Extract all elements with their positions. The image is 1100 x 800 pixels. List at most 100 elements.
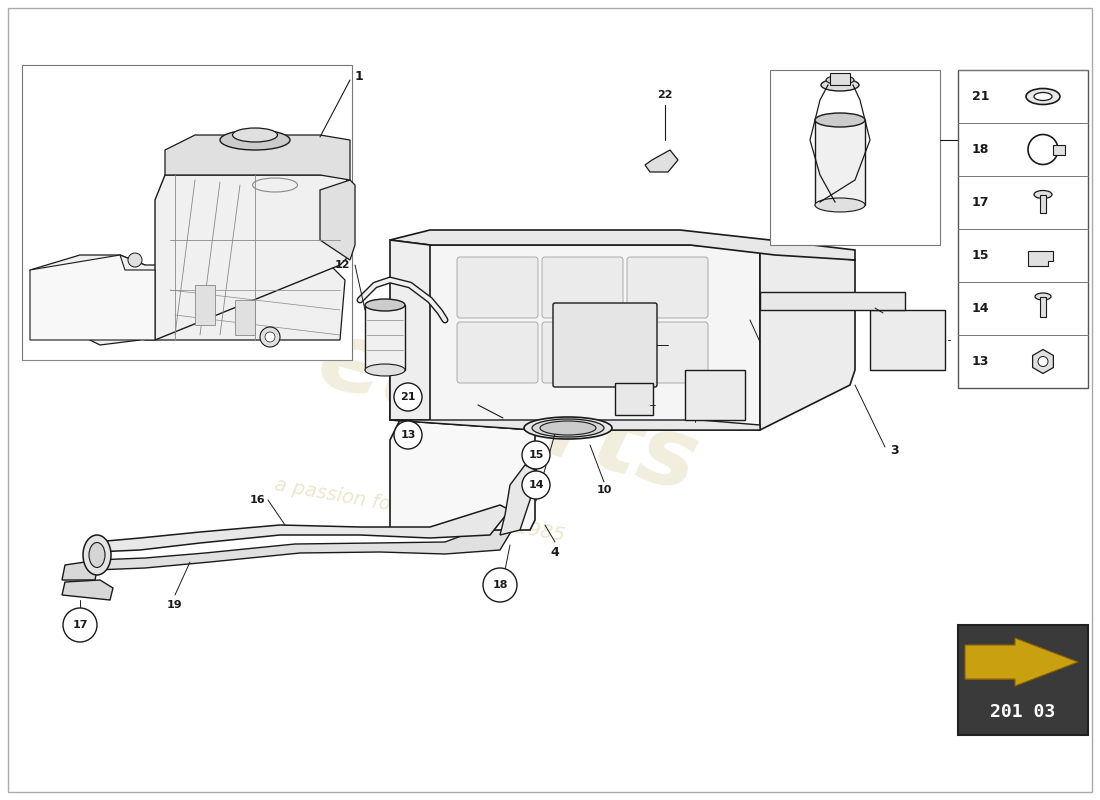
Polygon shape bbox=[320, 180, 355, 260]
Ellipse shape bbox=[232, 128, 277, 142]
Ellipse shape bbox=[1035, 293, 1050, 300]
Ellipse shape bbox=[815, 113, 865, 127]
Polygon shape bbox=[30, 255, 159, 345]
Bar bbox=[365, 305, 405, 370]
Text: 6: 6 bbox=[670, 340, 678, 350]
Bar bbox=[685, 370, 745, 420]
Text: 17: 17 bbox=[972, 196, 990, 209]
Ellipse shape bbox=[89, 542, 104, 567]
Bar bbox=[958, 70, 1088, 388]
Text: 12: 12 bbox=[334, 260, 350, 270]
Bar bbox=[830, 73, 850, 85]
Ellipse shape bbox=[815, 198, 865, 212]
Ellipse shape bbox=[821, 79, 859, 91]
Text: 22: 22 bbox=[658, 90, 673, 100]
Text: 5: 5 bbox=[763, 338, 772, 351]
Text: 1: 1 bbox=[355, 70, 364, 83]
Polygon shape bbox=[390, 420, 760, 430]
Text: 15: 15 bbox=[528, 450, 543, 460]
Bar bbox=[1053, 145, 1065, 154]
Text: 16: 16 bbox=[250, 495, 265, 505]
Polygon shape bbox=[760, 250, 855, 430]
Circle shape bbox=[522, 441, 550, 469]
Circle shape bbox=[394, 421, 422, 449]
Polygon shape bbox=[390, 230, 855, 260]
Polygon shape bbox=[165, 135, 350, 180]
Polygon shape bbox=[1033, 350, 1054, 374]
Circle shape bbox=[522, 471, 550, 499]
Text: 20: 20 bbox=[650, 415, 666, 425]
Circle shape bbox=[265, 332, 275, 342]
Text: Parts: Parts bbox=[411, 349, 708, 511]
Text: 13: 13 bbox=[972, 355, 989, 368]
Text: a passion for parts since 1985: a passion for parts since 1985 bbox=[273, 475, 566, 545]
Text: 18: 18 bbox=[493, 580, 508, 590]
Polygon shape bbox=[30, 255, 155, 340]
Bar bbox=[870, 310, 945, 370]
Ellipse shape bbox=[365, 364, 405, 376]
Polygon shape bbox=[95, 505, 510, 552]
Ellipse shape bbox=[1026, 89, 1060, 105]
Text: 13: 13 bbox=[400, 430, 416, 440]
Ellipse shape bbox=[532, 419, 604, 437]
Text: 2: 2 bbox=[983, 134, 992, 146]
Polygon shape bbox=[62, 562, 97, 580]
Polygon shape bbox=[965, 638, 1078, 686]
Text: euro: euro bbox=[307, 313, 573, 467]
Ellipse shape bbox=[524, 417, 612, 439]
Text: 19: 19 bbox=[167, 600, 183, 610]
FancyBboxPatch shape bbox=[553, 303, 657, 387]
Text: 4: 4 bbox=[551, 546, 560, 558]
Bar bbox=[22, 65, 352, 360]
Ellipse shape bbox=[1034, 190, 1052, 198]
Polygon shape bbox=[120, 255, 345, 340]
Text: 15: 15 bbox=[972, 249, 990, 262]
Circle shape bbox=[483, 568, 517, 602]
Text: 10: 10 bbox=[596, 485, 612, 495]
Polygon shape bbox=[62, 580, 113, 600]
FancyBboxPatch shape bbox=[627, 322, 708, 383]
Ellipse shape bbox=[365, 299, 405, 311]
Ellipse shape bbox=[540, 421, 596, 435]
Polygon shape bbox=[500, 465, 535, 535]
FancyBboxPatch shape bbox=[542, 322, 623, 383]
Text: 14: 14 bbox=[972, 302, 990, 315]
Polygon shape bbox=[645, 150, 678, 172]
Circle shape bbox=[260, 327, 280, 347]
Text: 14: 14 bbox=[528, 480, 543, 490]
Ellipse shape bbox=[1034, 93, 1052, 101]
Bar bbox=[815, 120, 865, 205]
Circle shape bbox=[63, 608, 97, 642]
Ellipse shape bbox=[82, 535, 111, 575]
Text: 9: 9 bbox=[691, 417, 698, 427]
Text: 201 03: 201 03 bbox=[990, 703, 1056, 721]
Ellipse shape bbox=[826, 75, 854, 85]
Bar bbox=[1040, 194, 1046, 213]
Bar bbox=[770, 70, 940, 245]
Ellipse shape bbox=[220, 130, 290, 150]
Bar bbox=[958, 625, 1088, 735]
Polygon shape bbox=[390, 240, 430, 420]
Polygon shape bbox=[1028, 250, 1053, 266]
Text: 3: 3 bbox=[890, 443, 899, 457]
FancyBboxPatch shape bbox=[542, 257, 623, 318]
FancyBboxPatch shape bbox=[627, 257, 708, 318]
Polygon shape bbox=[155, 175, 350, 340]
Text: 18: 18 bbox=[972, 143, 989, 156]
Text: 7: 7 bbox=[957, 334, 966, 346]
Bar bbox=[195, 285, 214, 325]
Bar bbox=[235, 300, 255, 335]
Text: 11: 11 bbox=[450, 395, 465, 405]
Polygon shape bbox=[95, 518, 515, 570]
Bar bbox=[615, 383, 653, 415]
Circle shape bbox=[1038, 357, 1048, 366]
Text: 21: 21 bbox=[400, 392, 416, 402]
Text: 21: 21 bbox=[972, 90, 990, 103]
Text: 17: 17 bbox=[73, 620, 88, 630]
FancyBboxPatch shape bbox=[456, 322, 538, 383]
Polygon shape bbox=[390, 245, 760, 430]
FancyBboxPatch shape bbox=[456, 257, 538, 318]
Polygon shape bbox=[965, 645, 1015, 679]
Circle shape bbox=[394, 383, 422, 411]
Circle shape bbox=[128, 253, 142, 267]
